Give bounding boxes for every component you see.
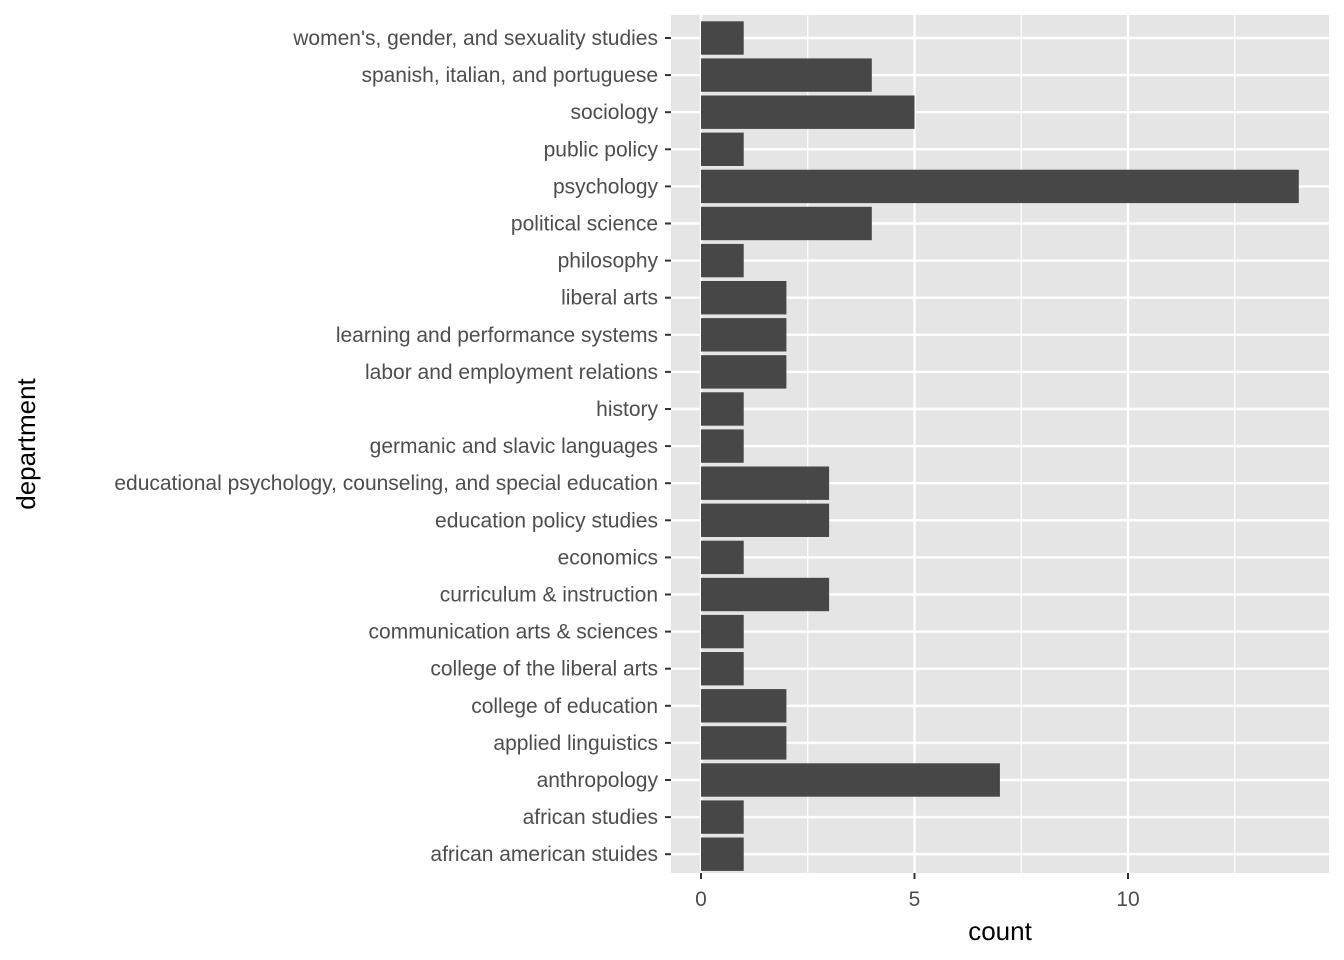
bar xyxy=(701,318,787,352)
y-tick-label: philosophy xyxy=(558,250,659,273)
bar xyxy=(701,355,787,389)
bar xyxy=(701,169,1299,204)
x-tick-label: 0 xyxy=(695,888,707,911)
y-tick-label: germanic and slavic languages xyxy=(370,435,658,458)
bar xyxy=(701,614,744,649)
y-tick-label: sociology xyxy=(570,101,658,124)
bar xyxy=(701,837,744,871)
bar xyxy=(701,206,872,241)
y-tick-label: applied linguistics xyxy=(493,732,658,755)
y-tick-label: college of the liberal arts xyxy=(430,658,658,681)
bar xyxy=(701,800,744,834)
y-tick-label: anthropology xyxy=(537,769,659,792)
bar xyxy=(701,392,744,426)
bar xyxy=(701,281,787,315)
x-tick-label: 10 xyxy=(1116,888,1139,911)
bar xyxy=(701,21,744,55)
y-tick-label: education policy studies xyxy=(435,509,658,532)
bar xyxy=(701,652,744,686)
y-tick-label: spanish, italian, and portuguese xyxy=(361,64,658,87)
bar xyxy=(701,58,872,92)
y-tick-label: curriculum & instruction xyxy=(440,584,658,607)
bar xyxy=(701,503,830,537)
y-tick-label: liberal arts xyxy=(561,287,658,310)
bar xyxy=(701,466,830,500)
x-axis-title: count xyxy=(968,916,1032,946)
bar xyxy=(701,540,744,575)
y-tick-label: political science xyxy=(511,213,658,236)
x-tick-label: 5 xyxy=(909,888,921,911)
bar xyxy=(701,726,787,760)
y-tick-label: public policy xyxy=(544,138,659,161)
y-axis-ticks: african american stuides african studies a… xyxy=(114,27,671,866)
bar xyxy=(701,689,787,723)
y-axis-title: department xyxy=(11,377,41,509)
y-tick-label: african american stuides xyxy=(430,843,658,866)
y-tick-label: african studies xyxy=(523,806,658,829)
bars xyxy=(701,21,1299,871)
y-tick-label: psychology xyxy=(553,175,659,198)
y-tick-label: history xyxy=(596,398,658,421)
y-tick-label: women's, gender, and sexuality studies xyxy=(292,27,658,50)
bar xyxy=(701,763,1000,797)
bar xyxy=(701,132,744,166)
bar xyxy=(701,577,830,612)
y-tick-label: economics xyxy=(558,546,658,569)
bar xyxy=(701,95,915,129)
x-axis-ticks: 0 5 10 xyxy=(695,873,1140,911)
y-tick-label: communication arts & sciences xyxy=(369,621,658,644)
bar xyxy=(701,429,744,463)
y-tick-label: labor and employment relations xyxy=(365,361,658,384)
y-tick-label: learning and performance systems xyxy=(336,324,658,347)
y-tick-label: college of education xyxy=(471,695,658,718)
y-tick-label: educational psychology, counseling, and … xyxy=(114,472,658,495)
bar xyxy=(701,243,744,278)
